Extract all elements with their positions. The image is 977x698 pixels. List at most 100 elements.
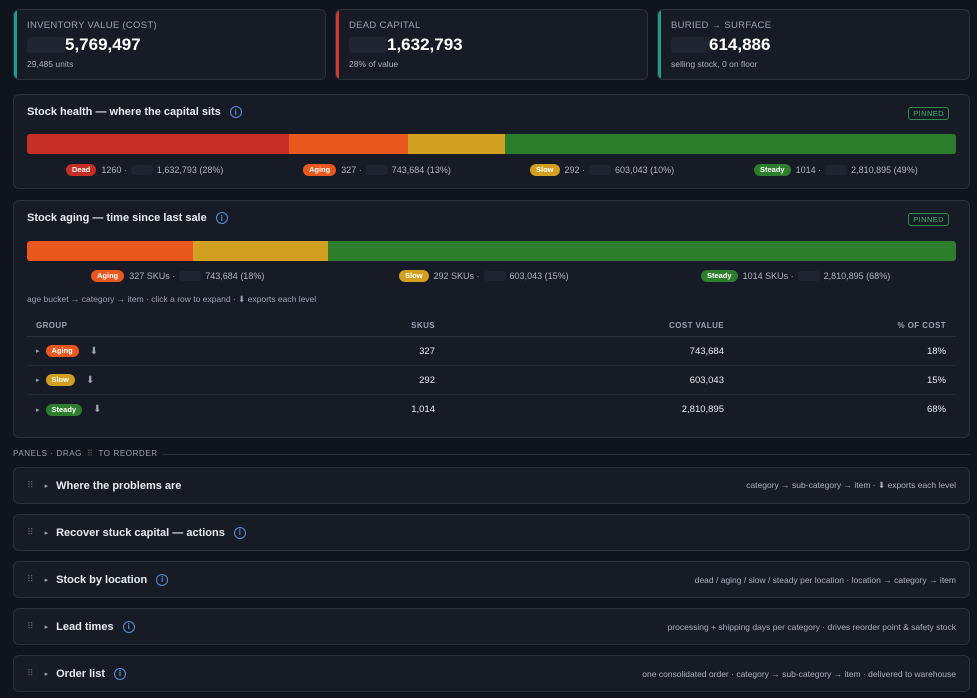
health-segment-aging[interactable] — [288, 134, 408, 154]
drag-handle-icon[interactable]: ⠿ — [27, 621, 34, 631]
kpi-sub: 29,485 units — [27, 59, 74, 69]
redacted-currency — [349, 37, 387, 53]
column-header-skus[interactable]: SKUS — [411, 321, 435, 330]
redacted-currency — [797, 271, 820, 281]
redacted-currency — [589, 165, 612, 175]
kpi-sub: 28% of value — [349, 59, 399, 69]
status-badge: Steady — [754, 164, 791, 176]
health-segment-slow[interactable] — [407, 134, 506, 154]
legend-count: 327 SKUs — [129, 271, 170, 281]
status-badge: Slow — [399, 270, 429, 282]
expand-caret-icon[interactable]: ▸ — [44, 576, 49, 584]
redacted-currency — [825, 165, 848, 175]
kpi-label: DEAD CAPITAL — [349, 20, 421, 31]
panel-title: Stock aging — time since last sale i — [27, 212, 228, 224]
pinned-badge: PINNED — [908, 107, 949, 120]
expand-caret-icon[interactable]: ▸ — [44, 670, 49, 678]
panel-title: Stock health — where the capital sits i — [27, 106, 242, 118]
panel-title: Lead times — [56, 620, 114, 633]
health-segment-steady[interactable] — [505, 134, 956, 154]
status-badge: Aging — [303, 164, 337, 176]
redacted-currency — [130, 165, 153, 175]
legend-value: 2,810,895 (68%) — [823, 271, 891, 281]
download-icon[interactable]: ⬇ — [89, 345, 99, 357]
info-icon[interactable]: i — [233, 526, 246, 539]
legend-value: 1,632,793 (28%) — [156, 165, 224, 175]
cell-pct: 68% — [926, 404, 946, 415]
panel-description: category → sub-category → item · ⬇ expor… — [746, 480, 956, 490]
legend-count: 1014 SKUs — [742, 271, 789, 281]
info-icon[interactable]: i — [229, 106, 242, 118]
stock-aging-panel: Stock aging — time since last sale i PIN… — [13, 200, 970, 438]
kpi-card-buried-surface: BURIED → SURFACE 614,886 selling stock, … — [657, 9, 970, 80]
download-icon[interactable]: ⬇ — [93, 404, 102, 415]
panel-title-text: Stock aging — time since last sale — [27, 212, 207, 224]
status-badge: Dead — [66, 164, 97, 176]
kpi-value: 5,769,497 — [65, 35, 141, 54]
info-icon[interactable]: i — [114, 667, 127, 680]
aging-segment-steady[interactable] — [327, 241, 956, 261]
aging-segment-aging[interactable] — [27, 241, 194, 261]
legend-value: 743,684 (13%) — [391, 165, 451, 175]
status-badge: Steady — [701, 270, 738, 282]
aging-hint: age bucket → category → item · click a r… — [27, 294, 317, 304]
drag-handle-icon[interactable]: ⠿ — [27, 668, 34, 678]
legend-count: 1014 — [795, 165, 816, 175]
panel-where-problems[interactable]: ⠿ ▸ Where the problems are category → su… — [13, 467, 970, 504]
kpi-value: 1,632,793 — [387, 35, 463, 54]
info-icon[interactable]: i — [122, 620, 135, 633]
expand-caret-icon[interactable]: ▸ — [44, 623, 49, 631]
panel-description: one consolidated order · category → sub-… — [642, 668, 956, 679]
kpi-card-dead-capital: DEAD CAPITAL 1,632,793 28% of value — [335, 9, 648, 80]
panels-section-label: PANELS · DRAG ⠿ TO REORDER — [13, 449, 158, 458]
panel-order-list[interactable]: ⠿ ▸ Order list i one consolidated order … — [13, 655, 970, 692]
redacted-currency — [483, 271, 506, 281]
status-badge: Aging — [91, 270, 125, 282]
cell-skus: 1,014 — [411, 404, 435, 415]
legend-steady: Steady 1014 SKUs · 2,810,895 (68%) — [701, 270, 890, 282]
drag-handle-icon[interactable]: ⠿ — [27, 527, 34, 537]
aging-segment-slow[interactable] — [193, 241, 328, 261]
legend-value: 603,043 (15%) — [509, 271, 569, 281]
cell-pct: 18% — [926, 345, 946, 357]
legend-count: 327 — [341, 165, 357, 175]
panel-title: Stock by location — [56, 573, 148, 586]
kpi-label: BURIED → SURFACE — [671, 20, 772, 31]
redacted-currency — [179, 271, 202, 281]
expand-caret-icon[interactable]: ▸ — [36, 348, 40, 355]
cell-cost: 743,684 — [689, 345, 724, 357]
panel-lead-times[interactable]: ⠿ ▸ Lead times i processing + shipping d… — [13, 608, 970, 645]
download-icon[interactable]: ⬇ — [86, 374, 95, 386]
legend-slow: Slow 292 SKUs · 603,043 (15%) — [399, 270, 569, 282]
table-row[interactable]: ▸ Aging ⬇ 327 743,684 18% — [27, 337, 956, 366]
grip-icon: ⠿ — [87, 449, 94, 458]
health-segment-dead[interactable] — [27, 134, 289, 154]
health-stacked-bar — [27, 134, 956, 154]
info-icon[interactable]: i — [156, 573, 169, 586]
divider — [163, 454, 970, 455]
legend-aging: Aging 327 SKUs · 743,684 (18%) — [91, 270, 264, 282]
kpi-value: 614,886 — [709, 35, 771, 54]
table-row[interactable]: ▸ Slow ⬇ 292 603,043 15% — [27, 366, 956, 395]
panel-title: Order list — [56, 667, 106, 680]
table-row[interactable]: ▸ Steady ⬇ 1,014 2,810,895 68% — [27, 395, 956, 424]
cell-cost: 2,810,895 — [681, 404, 724, 415]
legend-dead: Dead 1260 · 1,632,793 (28%) — [66, 164, 223, 176]
pinned-badge: PINNED — [908, 213, 949, 226]
panel-stock-by-location[interactable]: ⠿ ▸ Stock by location i dead / aging / s… — [13, 561, 970, 598]
panel-description: dead / aging / slow / steady per locatio… — [694, 574, 956, 585]
status-badge: Steady — [45, 403, 83, 416]
column-header-pct[interactable]: % OF COST — [897, 321, 946, 330]
panel-recover-capital[interactable]: ⠿ ▸ Recover stuck capital — actions i — [13, 514, 970, 551]
cell-skus: 292 — [419, 374, 435, 386]
expand-caret-icon[interactable]: ▸ — [36, 406, 40, 414]
expand-caret-icon[interactable]: ▸ — [44, 482, 49, 490]
drag-handle-icon[interactable]: ⠿ — [27, 480, 34, 490]
column-header-cost[interactable]: COST VALUE — [669, 321, 724, 330]
info-icon[interactable]: i — [215, 212, 228, 224]
expand-caret-icon[interactable]: ▸ — [36, 377, 40, 384]
expand-caret-icon[interactable]: ▸ — [44, 529, 49, 537]
panel-description: processing + shipping days per category … — [667, 621, 956, 632]
drag-handle-icon[interactable]: ⠿ — [27, 574, 34, 584]
column-header-group[interactable]: GROUP — [36, 321, 68, 330]
